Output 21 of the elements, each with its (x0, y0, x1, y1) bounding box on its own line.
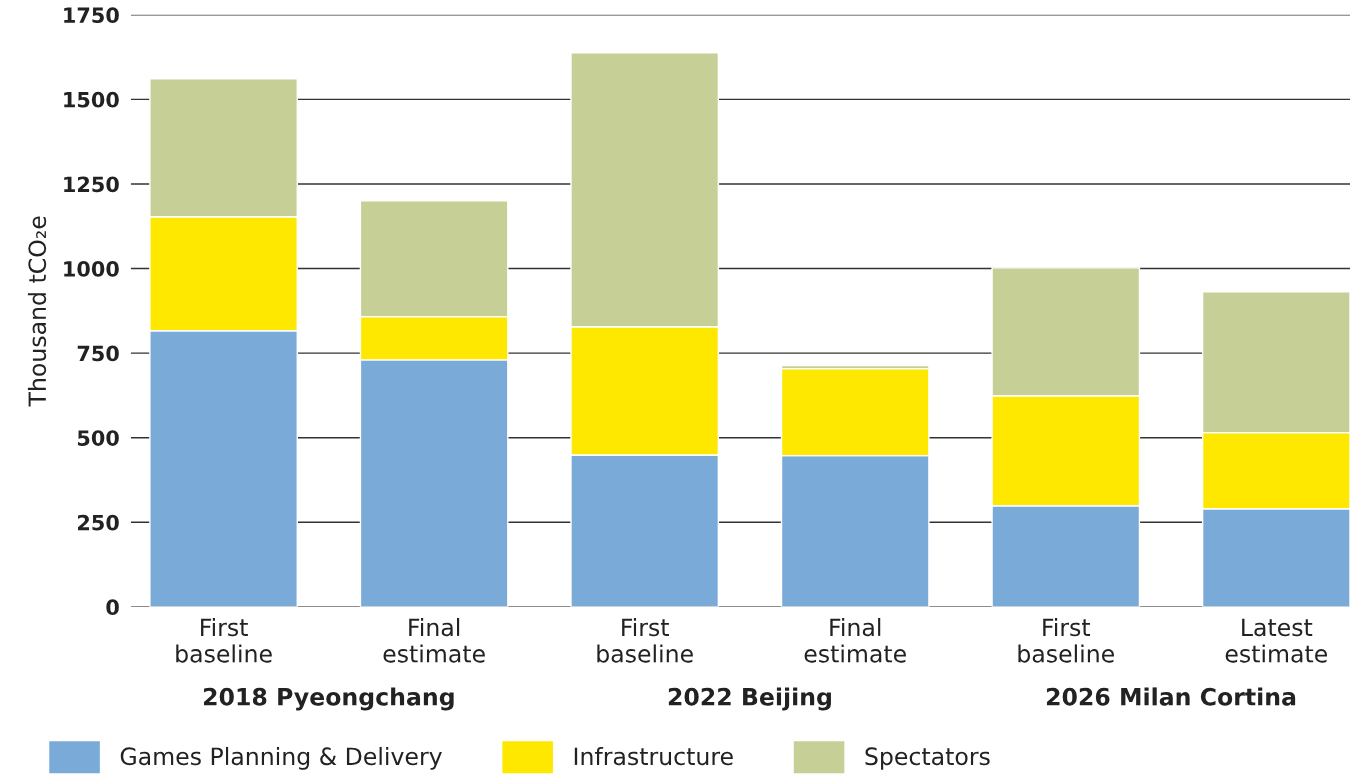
y-axis-title: Thousand tCO₂e (27, 216, 47, 407)
y-tick-label: 500 (77, 430, 119, 446)
x-tick-label: Final estimate (383, 617, 485, 663)
y-tick-label: 0 (106, 599, 119, 616)
y-tick-label: 750 (77, 345, 119, 362)
text: 2022 Beijing (668, 687, 831, 711)
legend-label: Games Planning & Delivery (120, 746, 442, 770)
x-tick-label: First baseline (597, 617, 693, 663)
x-tick-label: First baseline (176, 617, 272, 663)
text: 2026 Milan Cortina (1046, 687, 1296, 706)
legend-label: Spectators (865, 747, 990, 770)
y-tick-label: 1500 (64, 91, 119, 108)
x-tick-label: First baseline (1018, 617, 1114, 663)
y-tick-label: 1750 (64, 7, 119, 24)
y-tick-label: 1250 (64, 176, 119, 193)
y-tick-label: 250 (78, 514, 119, 531)
x-tick-label: Latest estimate (1225, 618, 1327, 663)
legend-label: Infrastructure (574, 746, 733, 766)
text: 2018 Pyeongchang (204, 687, 454, 711)
y-tick-label: 1000 (64, 261, 119, 277)
x-tick-label: Final estimate (804, 617, 906, 663)
